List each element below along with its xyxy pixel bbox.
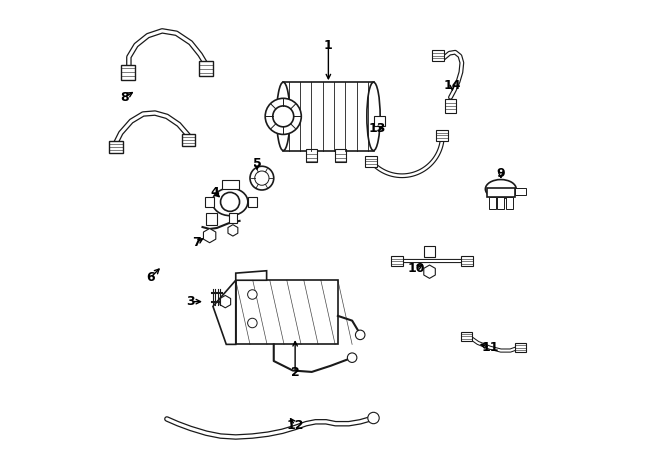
Bar	[506, 197, 512, 209]
Bar	[497, 197, 504, 209]
Bar	[486, 188, 515, 197]
Circle shape	[348, 353, 357, 362]
Bar	[199, 61, 213, 76]
Bar	[248, 197, 257, 207]
Ellipse shape	[367, 82, 380, 151]
Bar	[121, 65, 134, 80]
Bar	[374, 116, 385, 126]
Bar	[462, 332, 472, 341]
Bar	[461, 256, 473, 266]
Circle shape	[220, 192, 239, 211]
Circle shape	[265, 98, 301, 134]
Ellipse shape	[213, 188, 248, 216]
Bar	[182, 134, 195, 145]
Bar	[445, 99, 456, 113]
Bar	[222, 180, 239, 189]
Polygon shape	[228, 225, 238, 236]
Circle shape	[248, 290, 257, 299]
Text: 7: 7	[192, 236, 201, 249]
Text: 6: 6	[146, 271, 155, 285]
Text: 12: 12	[286, 418, 304, 432]
Text: 8: 8	[120, 91, 129, 104]
Bar	[206, 213, 216, 225]
Circle shape	[248, 318, 257, 328]
Text: 11: 11	[481, 341, 499, 354]
Bar	[306, 149, 318, 162]
Bar	[515, 188, 526, 195]
Circle shape	[368, 412, 379, 424]
Bar	[334, 149, 346, 162]
Ellipse shape	[485, 180, 516, 199]
Ellipse shape	[276, 82, 290, 151]
Bar	[365, 156, 377, 167]
Circle shape	[273, 106, 293, 127]
Text: 2: 2	[291, 366, 299, 380]
Text: 4: 4	[210, 186, 219, 199]
Bar	[205, 197, 214, 207]
Polygon shape	[203, 228, 216, 243]
Bar	[229, 213, 237, 223]
Text: 1: 1	[324, 38, 333, 52]
Circle shape	[255, 171, 269, 185]
Polygon shape	[424, 265, 436, 278]
Text: 9: 9	[496, 167, 505, 180]
Bar	[489, 197, 496, 209]
Bar	[283, 82, 374, 151]
Polygon shape	[213, 280, 236, 344]
Bar	[515, 343, 526, 352]
Bar	[424, 246, 436, 256]
Bar	[391, 256, 403, 266]
Bar	[436, 130, 449, 141]
Polygon shape	[220, 295, 231, 308]
Text: 14: 14	[443, 79, 461, 92]
Text: 10: 10	[408, 262, 425, 275]
Circle shape	[355, 330, 365, 340]
Text: 13: 13	[368, 122, 386, 135]
Bar	[110, 142, 123, 153]
Bar	[432, 50, 444, 61]
Polygon shape	[236, 280, 338, 344]
Text: 5: 5	[253, 157, 261, 171]
Polygon shape	[236, 271, 267, 280]
Circle shape	[250, 166, 274, 190]
Text: 3: 3	[186, 295, 195, 308]
